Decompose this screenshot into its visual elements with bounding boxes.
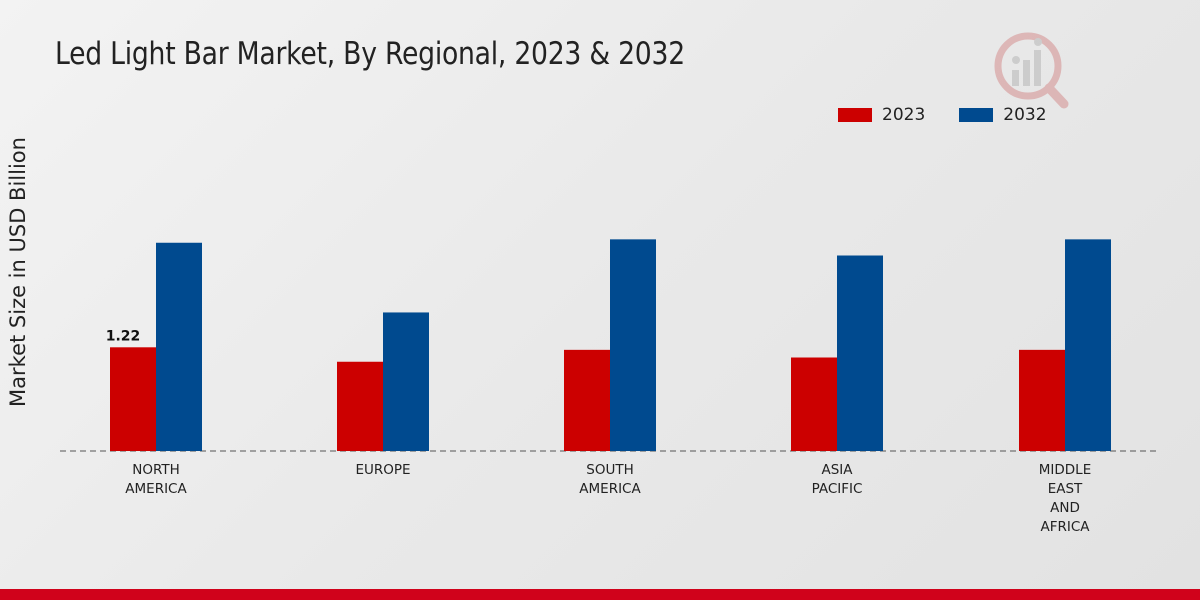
bar-2032-middle-east-and-africa [1065,239,1111,451]
x-tick-label: NORTH AMERICA [125,462,187,497]
market-research-logo-icon [994,32,1069,109]
x-tick-label: SOUTH AMERICA [579,462,641,497]
bar-2023-asia-pacific [791,357,837,451]
data-label: 1.22 [106,328,141,344]
x-tick-label: EUROPE [355,462,410,478]
bar-2023-europe [337,361,383,451]
chart-title: Led Light Bar Market, By Regional, 2023 … [55,36,685,72]
footer-bar [0,589,1200,600]
legend: 2023 2032 [838,104,1081,126]
legend-item-2023: 2023 [838,105,925,125]
legend-label-2032: 2032 [1003,105,1047,125]
bar-2023-south-america [564,349,610,451]
bar-2032-asia-pacific [837,255,883,451]
legend-swatch-2023 [838,108,872,122]
legend-label-2023: 2023 [882,105,926,125]
bar-2032-south-america [610,239,656,451]
bar-2032-europe [383,312,429,451]
bar-2023-north-america [110,347,156,451]
legend-swatch-2032 [959,108,994,122]
legend-item-2032: 2032 [959,105,1047,125]
x-tick-label: ASIA PACIFIC [812,462,863,497]
bar-2032-north-america [156,242,202,451]
bar-2023-middle-east-and-africa [1019,349,1065,451]
x-tick-label: MIDDLE EAST AND AFRICA [1039,462,1091,535]
